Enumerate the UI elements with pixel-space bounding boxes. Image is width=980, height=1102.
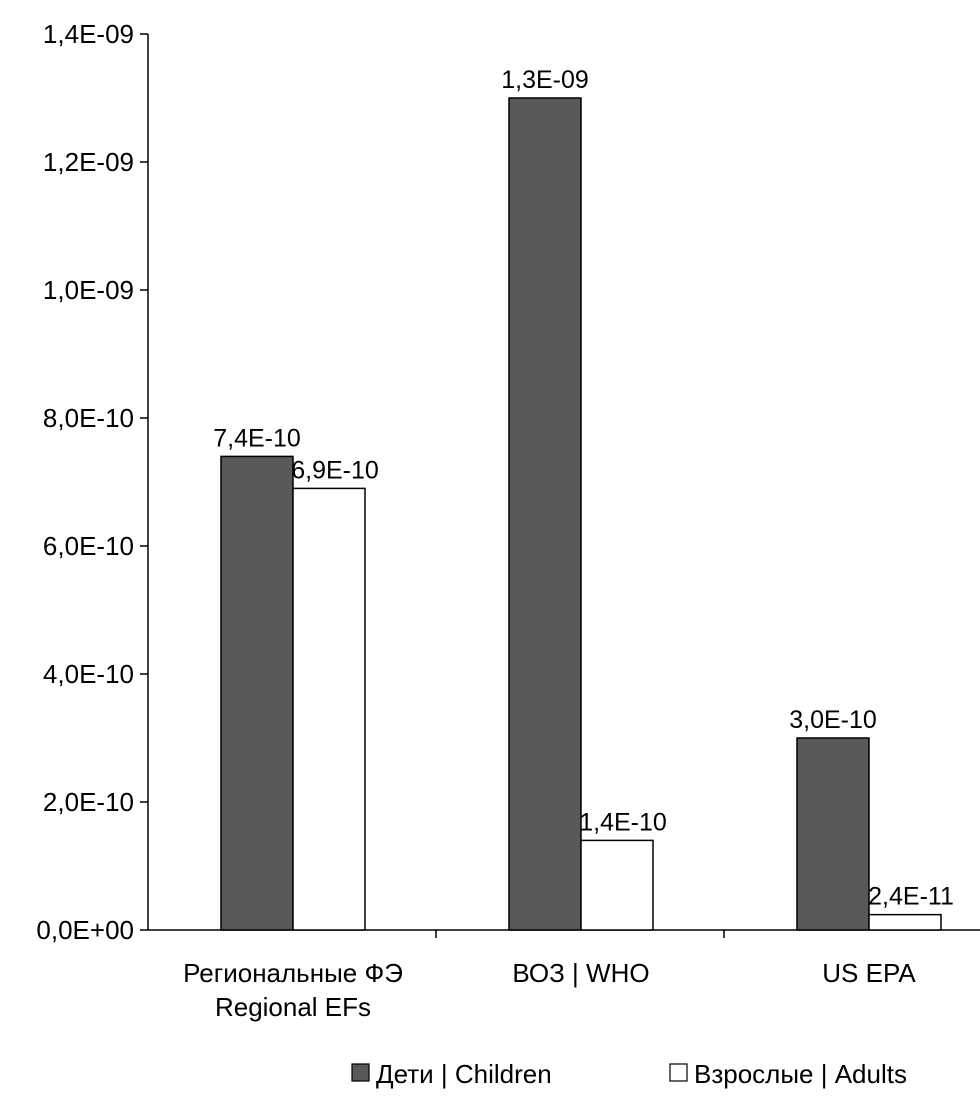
y-tick-label: 1,2E-09 (43, 147, 134, 177)
data-label: 6,9E-10 (291, 456, 379, 484)
data-label: 7,4E-10 (213, 424, 301, 452)
legend-label: Дети | Children (376, 1059, 552, 1089)
y-tick-label: 1,0E-09 (43, 275, 134, 305)
legend-swatch (669, 1063, 688, 1082)
y-tick-label: 6,0E-10 (43, 531, 134, 561)
x-tick-label: ВОЗ | WHO (512, 958, 649, 988)
y-tick-label: 0,0E+00 (36, 915, 134, 945)
x-tick-label: US EPA (822, 958, 916, 988)
bar-children (796, 737, 870, 931)
x-tick-label: Regional EFs (215, 992, 371, 1022)
bar-adults (292, 487, 366, 931)
y-tick-label: 4,0E-10 (43, 659, 134, 689)
x-tick-label: Региональные ФЭ (183, 958, 403, 988)
y-tick-label: 2,0E-10 (43, 787, 134, 817)
bar-children (508, 97, 582, 931)
bar-children (220, 455, 294, 931)
y-tick-label: 1,4E-09 (43, 19, 134, 49)
data-label: 3,0E-10 (789, 706, 877, 734)
bar-adults (868, 913, 942, 931)
y-tick-label: 8,0E-10 (43, 403, 134, 433)
bar-adults (580, 839, 654, 931)
legend-swatch (351, 1063, 370, 1082)
legend-label: Взрослые | Adults (694, 1059, 907, 1089)
data-label: 1,3E-09 (501, 66, 589, 94)
data-label: 1,4E-10 (579, 808, 667, 836)
data-label: 2,4E-11 (868, 883, 954, 911)
